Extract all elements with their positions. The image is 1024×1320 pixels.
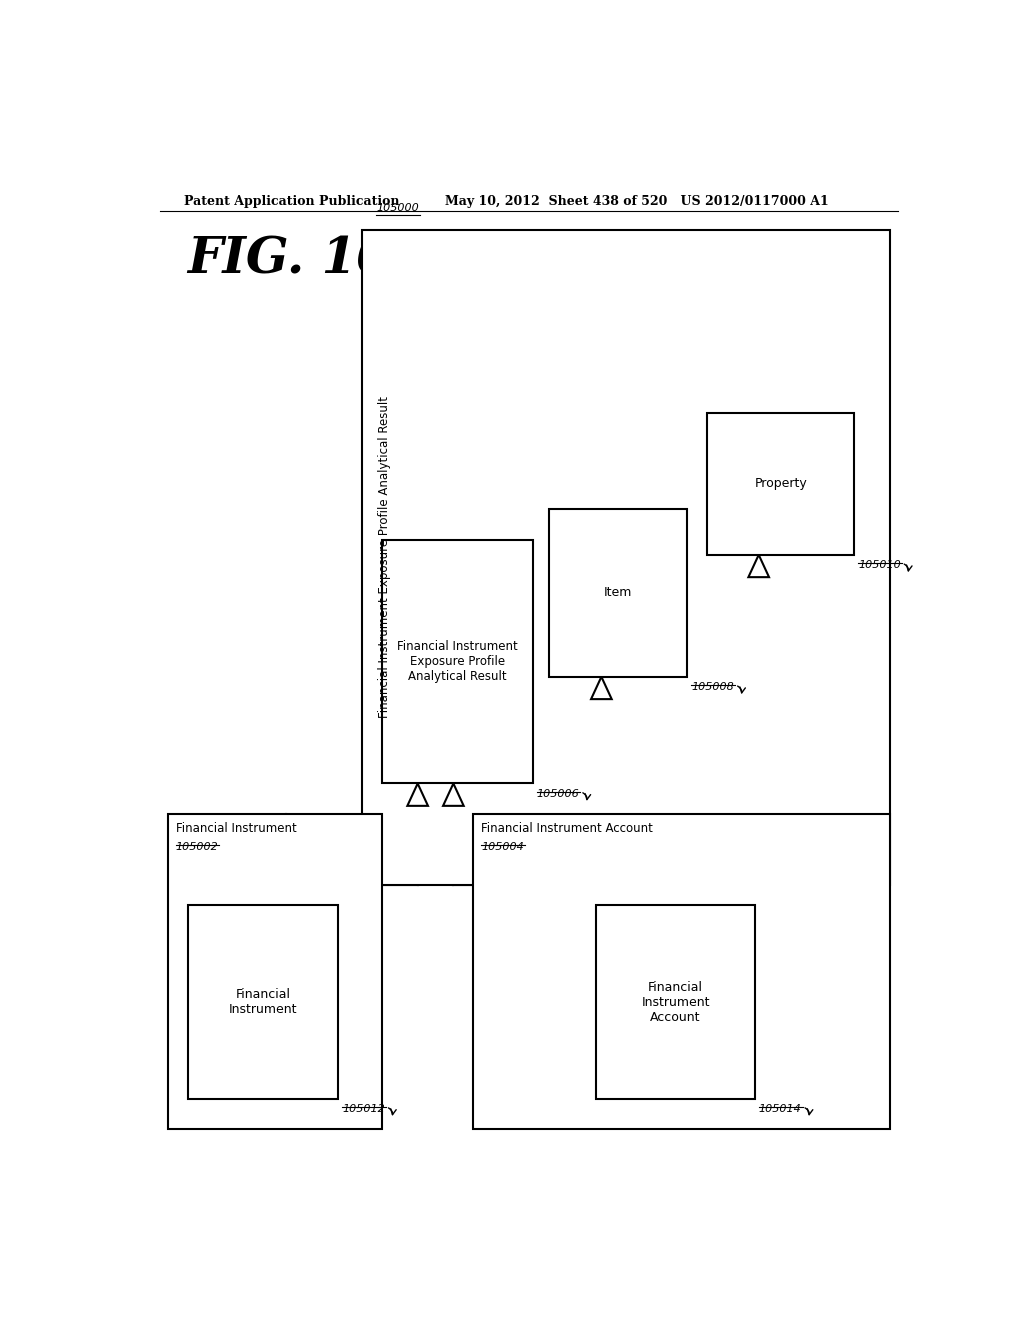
Text: 105004: 105004 xyxy=(481,842,524,853)
Bar xyxy=(708,412,854,554)
Polygon shape xyxy=(443,784,464,805)
Text: May 10, 2012  Sheet 438 of 520   US 2012/0117000 A1: May 10, 2012 Sheet 438 of 520 US 2012/01… xyxy=(445,194,829,207)
Text: Financial Instrument Account: Financial Instrument Account xyxy=(481,822,653,836)
Bar xyxy=(382,540,532,784)
Text: 105012: 105012 xyxy=(342,1104,385,1114)
Text: 105002: 105002 xyxy=(176,842,218,853)
Text: FIG. 105: FIG. 105 xyxy=(187,235,426,285)
Bar xyxy=(168,814,382,1129)
Text: 105014: 105014 xyxy=(759,1104,802,1114)
Text: Item: Item xyxy=(604,586,632,599)
Bar xyxy=(187,906,338,1098)
Text: 105008: 105008 xyxy=(691,682,734,692)
Text: 105010: 105010 xyxy=(858,560,901,570)
Text: 105000: 105000 xyxy=(377,203,419,214)
Bar xyxy=(549,510,687,677)
Polygon shape xyxy=(408,784,428,805)
Bar xyxy=(473,814,890,1129)
Text: Financial
Instrument
Account: Financial Instrument Account xyxy=(641,981,710,1023)
Text: Financial Instrument
Exposure Profile
Analytical Result: Financial Instrument Exposure Profile An… xyxy=(397,640,518,682)
Text: Financial Instrument: Financial Instrument xyxy=(176,822,296,836)
Text: Financial Instrument Exposure Profile Analytical Result: Financial Instrument Exposure Profile An… xyxy=(378,396,391,718)
Bar xyxy=(596,906,755,1098)
Text: 105006: 105006 xyxy=(537,788,580,799)
Polygon shape xyxy=(591,677,611,700)
Text: Patent Application Publication: Patent Application Publication xyxy=(183,194,399,207)
Text: Financial
Instrument: Financial Instrument xyxy=(228,987,297,1016)
Polygon shape xyxy=(749,554,769,577)
Bar xyxy=(362,230,890,886)
Text: Property: Property xyxy=(755,477,807,490)
